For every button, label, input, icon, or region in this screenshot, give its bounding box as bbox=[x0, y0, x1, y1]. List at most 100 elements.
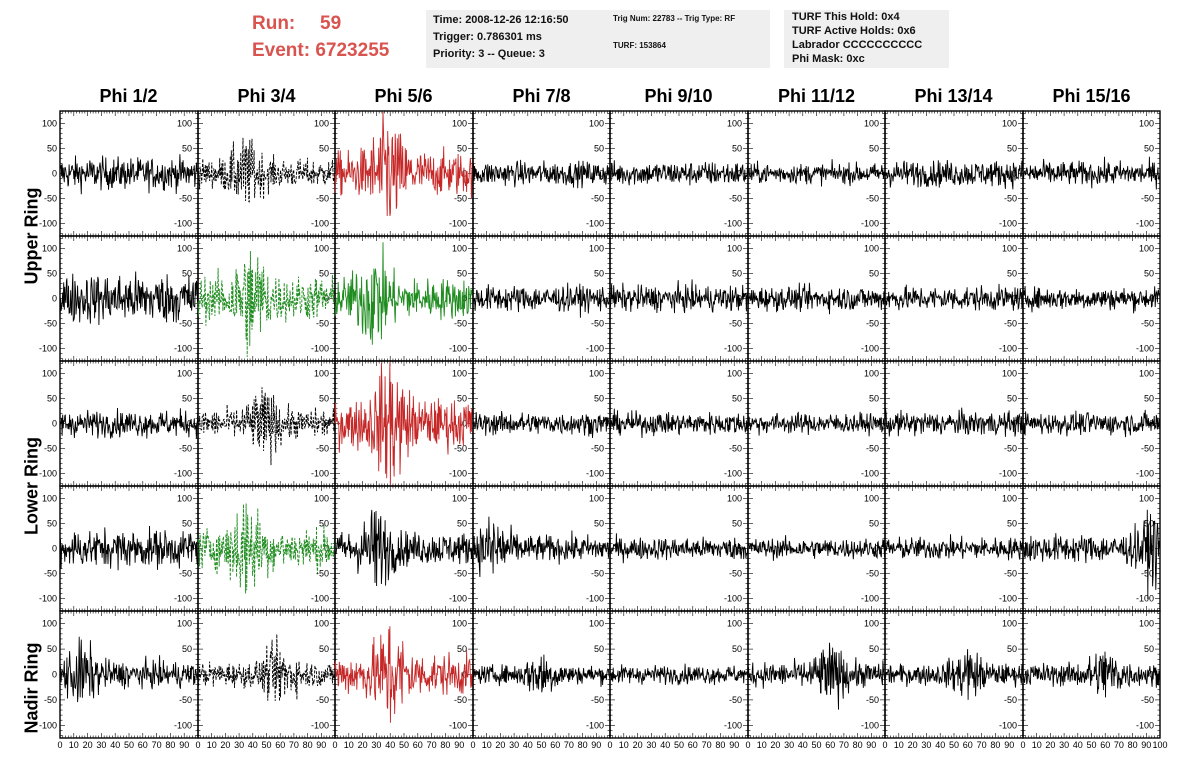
y-tick-label: 0 bbox=[462, 544, 467, 554]
y-tick-label: -100 bbox=[39, 594, 57, 604]
y-tick-label: 100 bbox=[314, 369, 329, 379]
y-tick-label: 50 bbox=[732, 269, 742, 279]
y-tick-label: -50 bbox=[729, 319, 742, 329]
y-tick-label: -100 bbox=[449, 469, 467, 479]
y-tick-label: 100 bbox=[864, 494, 879, 504]
y-tick-label: -100 bbox=[999, 344, 1017, 354]
y-tick-label: 50 bbox=[1144, 269, 1154, 279]
y-tick-label: -100 bbox=[174, 344, 192, 354]
y-tick-label: 50 bbox=[869, 519, 879, 529]
y-tick-label: -100 bbox=[39, 469, 57, 479]
y-tick-label: -100 bbox=[311, 469, 329, 479]
y-tick-label: 100 bbox=[314, 494, 329, 504]
waveform-line bbox=[609, 160, 749, 186]
y-tick-label: 100 bbox=[42, 119, 57, 129]
y-tick-label: 50 bbox=[1007, 394, 1017, 404]
y-tick-label: -100 bbox=[449, 594, 467, 604]
y-tick-label: -100 bbox=[586, 219, 604, 229]
y-tick-label: 100 bbox=[589, 369, 604, 379]
y-tick-label: -50 bbox=[316, 319, 329, 329]
trigger-info-box: Trig Num: 22783 -- Trig Type: RF TURF: 1… bbox=[605, 10, 770, 68]
waveform-line bbox=[1022, 156, 1161, 190]
turf-hold-text: TURF This Hold: 0x4 bbox=[792, 11, 900, 23]
waveform-line bbox=[334, 361, 474, 486]
y-tick-label: 100 bbox=[589, 494, 604, 504]
y-tick-label: 100 bbox=[42, 494, 57, 504]
y-tick-label: 50 bbox=[47, 269, 57, 279]
turf-info-box: TURF This Hold: 0x4 TURF Active Holds: 0… bbox=[784, 10, 949, 68]
event-label: Event: bbox=[252, 40, 311, 61]
waveform-line bbox=[747, 535, 886, 561]
y-tick-label: -100 bbox=[861, 219, 879, 229]
y-tick-label: -100 bbox=[586, 469, 604, 479]
y-tick-label: 50 bbox=[182, 144, 192, 154]
y-tick-label: 50 bbox=[594, 144, 604, 154]
y-tick-label: 100 bbox=[177, 494, 192, 504]
waveform-line bbox=[609, 408, 749, 439]
y-tick-label: 100 bbox=[1139, 369, 1154, 379]
y-tick-label: 50 bbox=[319, 144, 329, 154]
y-tick-label: -100 bbox=[861, 469, 879, 479]
y-tick-label: 0 bbox=[187, 544, 192, 554]
y-tick-label: 0 bbox=[52, 544, 57, 554]
y-tick-label: -50 bbox=[1141, 194, 1154, 204]
phi-column-label: Phi 5/6 bbox=[374, 86, 433, 106]
waveform-line bbox=[334, 242, 474, 345]
waveform-line bbox=[472, 410, 611, 439]
y-tick-label: 50 bbox=[47, 394, 57, 404]
y-tick-label: -50 bbox=[179, 444, 192, 454]
y-tick-label: -50 bbox=[454, 319, 467, 329]
y-tick-label: -50 bbox=[454, 444, 467, 454]
y-tick-label: -100 bbox=[174, 469, 192, 479]
y-tick-label: 50 bbox=[594, 269, 604, 279]
y-tick-label: -50 bbox=[44, 444, 57, 454]
y-tick-label: 0 bbox=[52, 294, 57, 304]
y-tick-label: -50 bbox=[866, 194, 879, 204]
y-tick-label: -50 bbox=[591, 194, 604, 204]
y-tick-label: -100 bbox=[724, 594, 742, 604]
y-tick-label: 100 bbox=[1139, 244, 1154, 254]
waveform-line bbox=[1022, 409, 1161, 438]
y-tick-label: -50 bbox=[1141, 319, 1154, 329]
waveform-line bbox=[472, 159, 611, 189]
y-tick-label: 100 bbox=[727, 244, 742, 254]
waveform-line bbox=[59, 271, 199, 326]
y-tick-label: -100 bbox=[174, 594, 192, 604]
y-tick-label: 50 bbox=[869, 269, 879, 279]
y-tick-label: -100 bbox=[1136, 344, 1154, 354]
waveform-line bbox=[197, 137, 336, 203]
y-tick-label: 0 bbox=[52, 169, 57, 179]
y-tick-label: -50 bbox=[44, 319, 57, 329]
y-tick-label: 50 bbox=[47, 519, 57, 529]
waveform-line bbox=[334, 111, 474, 217]
y-tick-label: 100 bbox=[177, 369, 192, 379]
y-tick-label: 50 bbox=[869, 394, 879, 404]
y-tick-label: -100 bbox=[449, 344, 467, 354]
waveform-line bbox=[747, 411, 886, 437]
waveform-line bbox=[472, 282, 611, 318]
y-tick-label: -50 bbox=[591, 444, 604, 454]
y-tick-label: -50 bbox=[729, 194, 742, 204]
trig-num-text: Trig Num: 22783 -- Trig Type: RF bbox=[613, 14, 736, 23]
y-tick-label: -50 bbox=[866, 319, 879, 329]
y-tick-label: -50 bbox=[729, 569, 742, 579]
y-tick-label: -50 bbox=[44, 569, 57, 579]
y-tick-label: -100 bbox=[311, 594, 329, 604]
y-tick-label: 50 bbox=[1007, 269, 1017, 279]
y-tick-label: 0 bbox=[324, 169, 329, 179]
y-tick-label: -50 bbox=[866, 569, 879, 579]
waveform-line bbox=[197, 503, 336, 594]
y-tick-label: -100 bbox=[586, 344, 604, 354]
y-tick-label: -50 bbox=[866, 444, 879, 454]
y-tick-label: 100 bbox=[314, 119, 329, 129]
y-tick-label: -50 bbox=[316, 569, 329, 579]
y-tick-label: -50 bbox=[179, 569, 192, 579]
y-tick-label: 100 bbox=[177, 244, 192, 254]
waveform-line bbox=[197, 387, 336, 466]
y-tick-label: 50 bbox=[319, 269, 329, 279]
y-tick-label: -50 bbox=[1141, 444, 1154, 454]
waveform-line bbox=[472, 516, 611, 578]
y-tick-label: -50 bbox=[179, 194, 192, 204]
y-tick-label: -100 bbox=[39, 344, 57, 354]
